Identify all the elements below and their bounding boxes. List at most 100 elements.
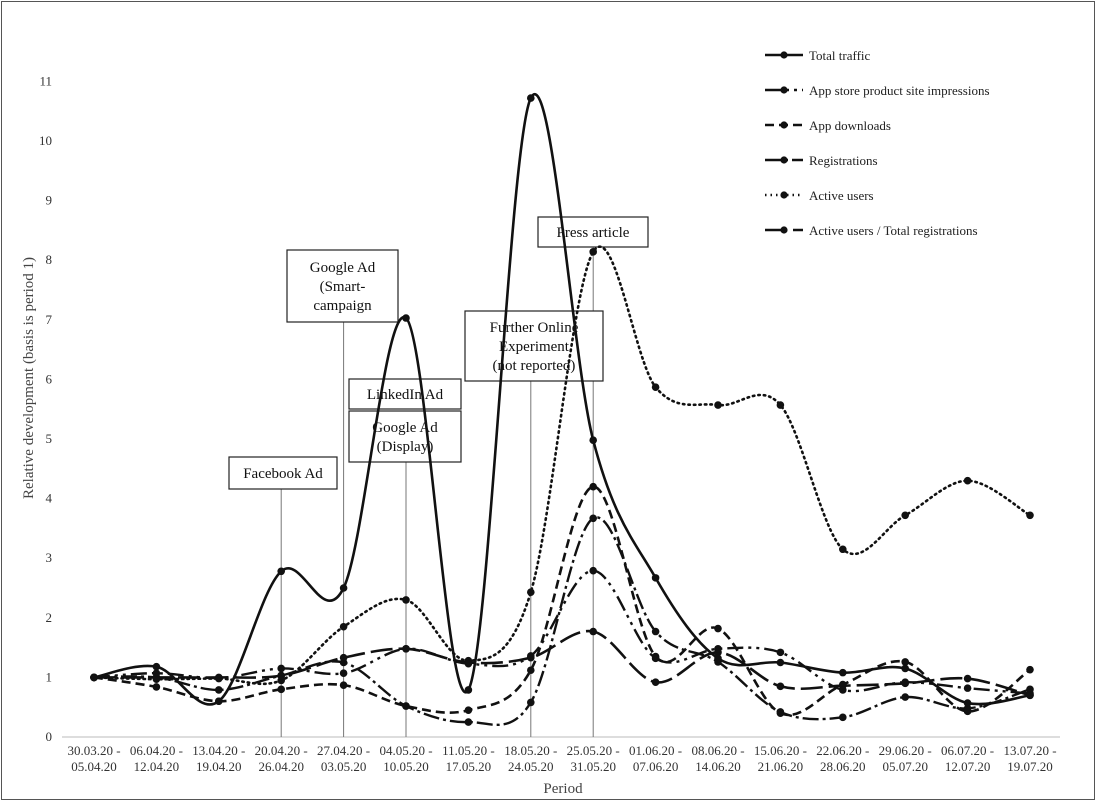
x-tick-label: 26.04.20 bbox=[258, 759, 304, 774]
data-point bbox=[277, 685, 286, 694]
legend-label: Registrations bbox=[809, 153, 878, 168]
x-tick-label: 06.04.20 - bbox=[130, 743, 183, 758]
data-point bbox=[402, 596, 410, 604]
data-point bbox=[152, 683, 161, 691]
x-tick-label: 12.07.20 bbox=[945, 759, 991, 774]
data-point bbox=[901, 511, 909, 520]
data-point bbox=[901, 658, 909, 666]
data-point bbox=[901, 664, 909, 673]
data-point bbox=[152, 662, 161, 671]
data-point bbox=[714, 654, 722, 663]
x-axis-title: Period bbox=[543, 781, 583, 797]
data-point bbox=[339, 658, 348, 667]
data-point bbox=[527, 666, 535, 675]
data-point bbox=[277, 664, 286, 673]
x-tick-label: 13.04.20 - bbox=[192, 743, 245, 758]
data-point bbox=[402, 314, 410, 322]
data-point bbox=[339, 584, 348, 592]
x-tick-label: 15.06.20 - bbox=[754, 743, 807, 758]
legend-label: Active users / Total registrations bbox=[809, 223, 978, 238]
legend-swatch-marker bbox=[780, 226, 788, 234]
x-tick-label: 07.06.20 bbox=[633, 759, 679, 774]
y-axis-title: Relative development (basis is period 1) bbox=[21, 257, 37, 499]
x-tick-label: 27.04.20 - bbox=[317, 743, 370, 758]
data-point bbox=[901, 693, 909, 701]
data-point bbox=[90, 673, 98, 682]
annotation-label: Google Ad bbox=[372, 420, 438, 436]
data-point bbox=[776, 709, 785, 717]
annotation-box bbox=[228, 456, 338, 490]
annotation-box bbox=[348, 410, 462, 463]
data-point bbox=[339, 669, 348, 678]
legend-label: Active users bbox=[809, 188, 874, 203]
data-point bbox=[589, 566, 597, 575]
data-point bbox=[527, 588, 535, 596]
data-point bbox=[527, 698, 535, 707]
x-tick-label: 22.06.20 - bbox=[816, 743, 869, 758]
data-point bbox=[1026, 691, 1034, 700]
x-tick-label: 13.07.20 - bbox=[1003, 743, 1056, 758]
data-point bbox=[839, 680, 847, 689]
legend-swatch-marker bbox=[780, 86, 788, 94]
data-point bbox=[714, 401, 722, 409]
data-point bbox=[464, 686, 473, 694]
data-point bbox=[714, 624, 722, 633]
data-point bbox=[776, 648, 785, 657]
x-tick-label: 18.05.20 - bbox=[504, 743, 557, 758]
x-tick-label: 19.07.20 bbox=[1007, 759, 1053, 774]
data-point bbox=[839, 545, 847, 554]
x-tick-label: 28.06.20 bbox=[820, 759, 866, 774]
x-tick-label: 10.05.20 bbox=[383, 759, 429, 774]
x-tick-label: 08.06.20 - bbox=[691, 743, 744, 758]
data-point bbox=[589, 482, 597, 491]
y-tick-label: 7 bbox=[46, 312, 53, 327]
x-tick-label: 11.05.20 - bbox=[442, 743, 495, 758]
data-point bbox=[402, 644, 410, 653]
y-tick-label: 5 bbox=[46, 431, 53, 446]
data-point bbox=[776, 401, 785, 409]
data-point bbox=[651, 654, 660, 663]
x-tick-label: 05.07.20 bbox=[882, 759, 928, 774]
legend-label: App store product site impressions bbox=[809, 83, 990, 98]
series-line-1 bbox=[93, 569, 1031, 695]
data-point bbox=[339, 681, 348, 689]
y-tick-label: 4 bbox=[46, 491, 53, 506]
x-tick-label: 12.04.20 bbox=[134, 759, 180, 774]
series-line-3 bbox=[93, 516, 1031, 726]
data-point bbox=[152, 669, 161, 678]
data-point bbox=[651, 574, 660, 582]
data-point bbox=[776, 658, 785, 667]
x-tick-label: 17.05.20 bbox=[446, 759, 492, 774]
legend-swatch-marker bbox=[780, 156, 788, 164]
data-point bbox=[589, 627, 597, 636]
y-tick-label: 3 bbox=[46, 550, 53, 565]
x-tick-label: 21.06.20 bbox=[758, 759, 804, 774]
data-point bbox=[839, 686, 847, 694]
annotation-label: Further Online bbox=[490, 320, 579, 336]
data-point bbox=[464, 659, 473, 668]
annotation-box bbox=[348, 378, 462, 410]
x-tick-label: 31.05.20 bbox=[570, 759, 616, 774]
data-point bbox=[651, 383, 660, 391]
y-tick-label: 2 bbox=[46, 610, 53, 625]
y-tick-label: 11 bbox=[39, 73, 52, 88]
legend-swatch-marker bbox=[780, 121, 788, 129]
data-point bbox=[839, 668, 847, 677]
data-point bbox=[963, 707, 972, 716]
data-point bbox=[589, 248, 597, 256]
annotation-label: Press article bbox=[557, 225, 630, 241]
annotation-label: (Smart- bbox=[320, 279, 366, 295]
y-tick-label: 1 bbox=[46, 669, 53, 684]
x-tick-label: 20.04.20 - bbox=[255, 743, 308, 758]
data-point bbox=[589, 436, 597, 444]
data-point bbox=[651, 627, 660, 636]
data-point bbox=[277, 567, 286, 576]
x-tick-label: 29.06.20 - bbox=[879, 743, 932, 758]
annotation-label: (Display) bbox=[377, 439, 434, 455]
annotation-label: campaign bbox=[313, 298, 372, 314]
annotation-label: Facebook Ad bbox=[243, 466, 323, 482]
legend-label: Total traffic bbox=[809, 48, 871, 63]
annotation-box bbox=[286, 249, 399, 323]
data-point bbox=[339, 622, 348, 631]
